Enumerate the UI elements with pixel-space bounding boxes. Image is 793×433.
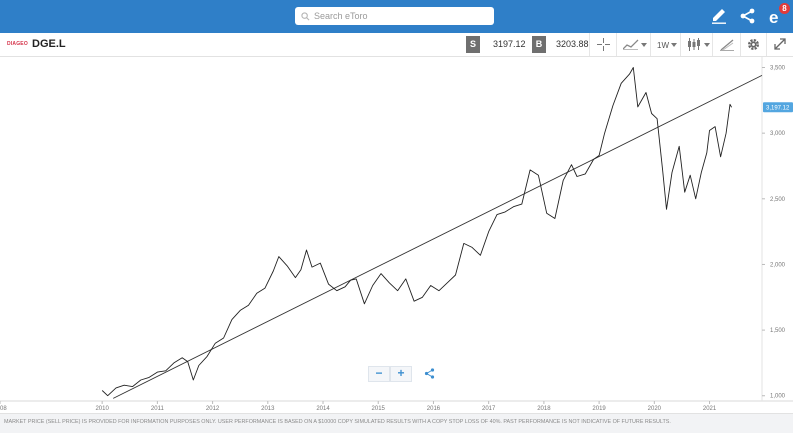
y-tick-label: 3,500 bbox=[770, 66, 786, 72]
expand-icon bbox=[774, 38, 786, 50]
top-bar: e 8 bbox=[0, 0, 793, 33]
chart-line-icon bbox=[623, 39, 639, 50]
price-line bbox=[101, 67, 732, 397]
buy-price[interactable]: 3203.88 bbox=[556, 39, 589, 49]
timeframe-select[interactable]: 1W bbox=[650, 33, 680, 56]
chevron-down-icon bbox=[704, 43, 710, 47]
search-input[interactable] bbox=[314, 11, 484, 21]
trend-line bbox=[112, 74, 763, 399]
y-tick-label: 2,000 bbox=[770, 262, 786, 268]
chevron-down-icon bbox=[641, 43, 647, 47]
y-tick-label: 1,000 bbox=[770, 394, 786, 400]
last-price-tag bbox=[763, 102, 793, 113]
x-tick-label: 2019 bbox=[592, 406, 606, 412]
drawing-tools-button[interactable] bbox=[712, 33, 740, 56]
svg-text:e: e bbox=[769, 8, 778, 26]
zoom-out-button[interactable]: − bbox=[368, 366, 390, 382]
disclaimer-text: MARKET PRICE (SELL PRICE) IS PROVIDED FO… bbox=[4, 419, 671, 425]
x-tick-label: 2008 bbox=[0, 406, 7, 412]
etoro-notifications-icon[interactable]: e bbox=[766, 6, 786, 26]
last-price-label: 3,197.12 bbox=[766, 105, 790, 111]
instrument-logo: DIAGEO bbox=[7, 41, 28, 47]
chevron-down-icon bbox=[671, 43, 677, 47]
buy-button[interactable]: B bbox=[532, 36, 546, 53]
y-tick-label: 1,500 bbox=[770, 328, 786, 334]
x-tick-label: 2010 bbox=[95, 406, 109, 412]
x-tick-label: 2021 bbox=[703, 406, 717, 412]
notification-badge: 8 bbox=[779, 3, 790, 14]
x-tick-label: 2018 bbox=[537, 406, 551, 412]
indicators-button[interactable] bbox=[616, 33, 650, 56]
x-tick-label: 2017 bbox=[482, 406, 496, 412]
x-tick-label: 2016 bbox=[427, 406, 441, 412]
sell-price[interactable]: 3197.12 bbox=[493, 39, 526, 49]
instrument-symbol: DGE.L bbox=[32, 38, 66, 50]
x-tick-label: 2020 bbox=[648, 406, 662, 412]
x-tick-label: 2013 bbox=[261, 406, 275, 412]
x-tick-label: 2014 bbox=[316, 406, 330, 412]
edit-pencil-icon[interactable] bbox=[709, 6, 729, 26]
y-tick-label: 3,000 bbox=[770, 131, 786, 137]
footer: MARKET PRICE (SELL PRICE) IS PROVIDED FO… bbox=[0, 413, 793, 433]
x-tick-label: 2012 bbox=[206, 406, 220, 412]
zoom-in-button[interactable]: + bbox=[390, 366, 412, 382]
share-icon bbox=[424, 368, 434, 379]
instrument-toolbar: DIAGEO DGE.L S 3197.12 B 3203.88 1W bbox=[0, 33, 793, 57]
gear-icon bbox=[747, 38, 760, 51]
candlestick-icon bbox=[688, 38, 700, 51]
settings-button[interactable] bbox=[740, 33, 766, 56]
chart-type-select[interactable] bbox=[680, 33, 712, 56]
timeframe-label: 1W bbox=[657, 41, 669, 50]
x-tick-label: 2011 bbox=[151, 406, 165, 412]
y-tick-label: 2,500 bbox=[770, 197, 786, 203]
crosshair-icon bbox=[597, 38, 610, 51]
sell-button[interactable]: S bbox=[466, 36, 480, 53]
fullscreen-button[interactable] bbox=[766, 33, 793, 56]
search-box[interactable] bbox=[295, 7, 494, 25]
search-icon bbox=[301, 11, 310, 20]
chart-content: 2008 2010 2011 2012 2013 2014 2015 2016 2017 2018… bbox=[0, 57, 793, 412]
share-icon[interactable] bbox=[738, 6, 758, 26]
share-chart-button[interactable] bbox=[418, 366, 440, 382]
chart-zoom-controls: − + bbox=[368, 366, 444, 382]
drawing-tools-icon bbox=[720, 39, 734, 51]
crosshair-tool-button[interactable] bbox=[589, 33, 616, 56]
x-tick-label: 2015 bbox=[372, 406, 386, 412]
price-chart[interactable]: 2008 2010 2011 2012 2013 2014 2015 2016 2017 2018… bbox=[0, 57, 793, 413]
